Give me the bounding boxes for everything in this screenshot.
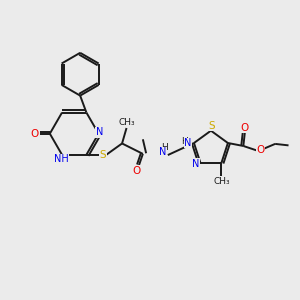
Text: O: O xyxy=(256,145,264,154)
Text: H: H xyxy=(161,143,168,152)
Text: N: N xyxy=(192,158,200,169)
Text: N: N xyxy=(184,138,192,148)
Text: N: N xyxy=(159,147,167,157)
Text: N: N xyxy=(96,127,103,137)
Text: O: O xyxy=(132,166,140,176)
Text: CH₃: CH₃ xyxy=(213,177,230,186)
Text: S: S xyxy=(99,150,106,160)
Text: O: O xyxy=(31,129,39,139)
Text: NH: NH xyxy=(54,154,68,164)
Text: S: S xyxy=(208,121,215,131)
Text: H: H xyxy=(181,137,188,146)
Text: CH₃: CH₃ xyxy=(118,118,135,127)
Text: O: O xyxy=(241,122,249,133)
